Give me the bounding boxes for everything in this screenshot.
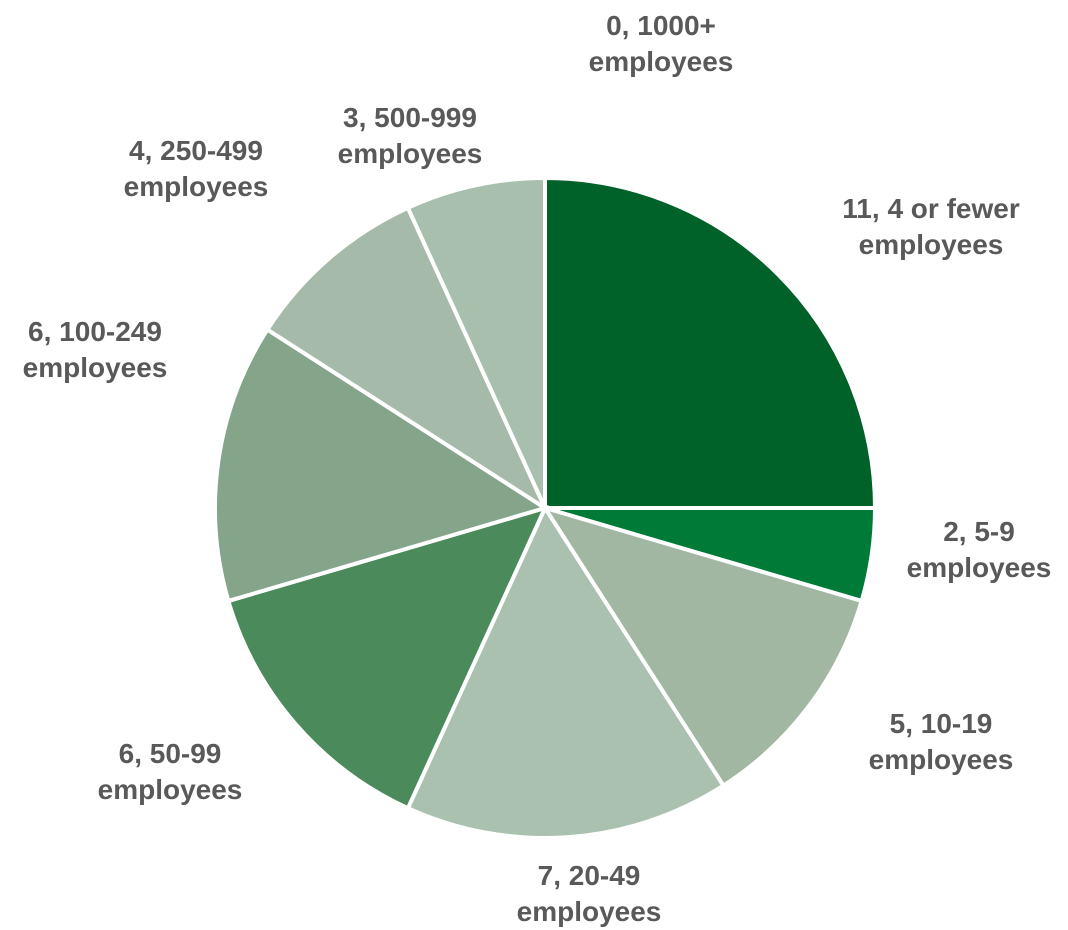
label-line: employees: [338, 138, 483, 169]
label-6-50-99-employees: 6, 50-99 employees: [98, 738, 243, 805]
slice-6-100-249-employees: [213, 326, 550, 604]
label-line: 6, 50-99: [119, 738, 222, 769]
label-7-20-49-employees: 7, 20-49 employees: [517, 860, 662, 927]
label-line: 2, 5-9: [943, 516, 1015, 547]
label-line: 4, 250-499: [129, 135, 263, 166]
slice-4-250-499-employees: [264, 205, 550, 514]
label-line: employees: [517, 896, 662, 927]
label-line: employees: [98, 774, 243, 805]
label-line: 0, 1000+: [606, 10, 716, 41]
label-6-100-249-employees: 6, 100-249 employees: [23, 316, 168, 383]
label-2-5-9-employees: 2, 5-9 employees: [907, 516, 1052, 583]
label-line: employees: [589, 46, 734, 77]
slice-11-4-or-fewer-employees: [543, 175, 878, 510]
label-11-4-or-fewer-employees: 11, 4 or fewer employees: [842, 193, 1020, 260]
label-4-250-499-employees: 4, 250-499 employees: [124, 135, 269, 202]
pie-slices: [213, 175, 878, 840]
label-line: employees: [859, 229, 1004, 260]
slice-3-500-999-employees: [405, 175, 547, 509]
slice-7-20-49-employees: [405, 503, 727, 840]
label-line: 7, 20-49: [538, 860, 641, 891]
slice-5-10-19-employees: [540, 504, 865, 789]
label-line: employees: [23, 352, 168, 383]
label-line: 3, 500-999: [343, 102, 477, 133]
label-5-10-19-employees: 5, 10-19 employees: [869, 708, 1014, 775]
label-line: employees: [907, 552, 1052, 583]
label-line: 11, 4 or fewer: [842, 193, 1020, 224]
label-line: employees: [869, 744, 1014, 775]
slice-6-50-99-employees: [225, 504, 549, 811]
label-3-500-999-employees: 3, 500-999 employees: [338, 102, 483, 169]
label-line: 6, 100-249: [28, 316, 162, 347]
label-line: employees: [124, 171, 269, 202]
label-line: 5, 10-19: [890, 708, 993, 739]
label-0-1000-employees: 0, 1000+ employees: [589, 10, 734, 77]
